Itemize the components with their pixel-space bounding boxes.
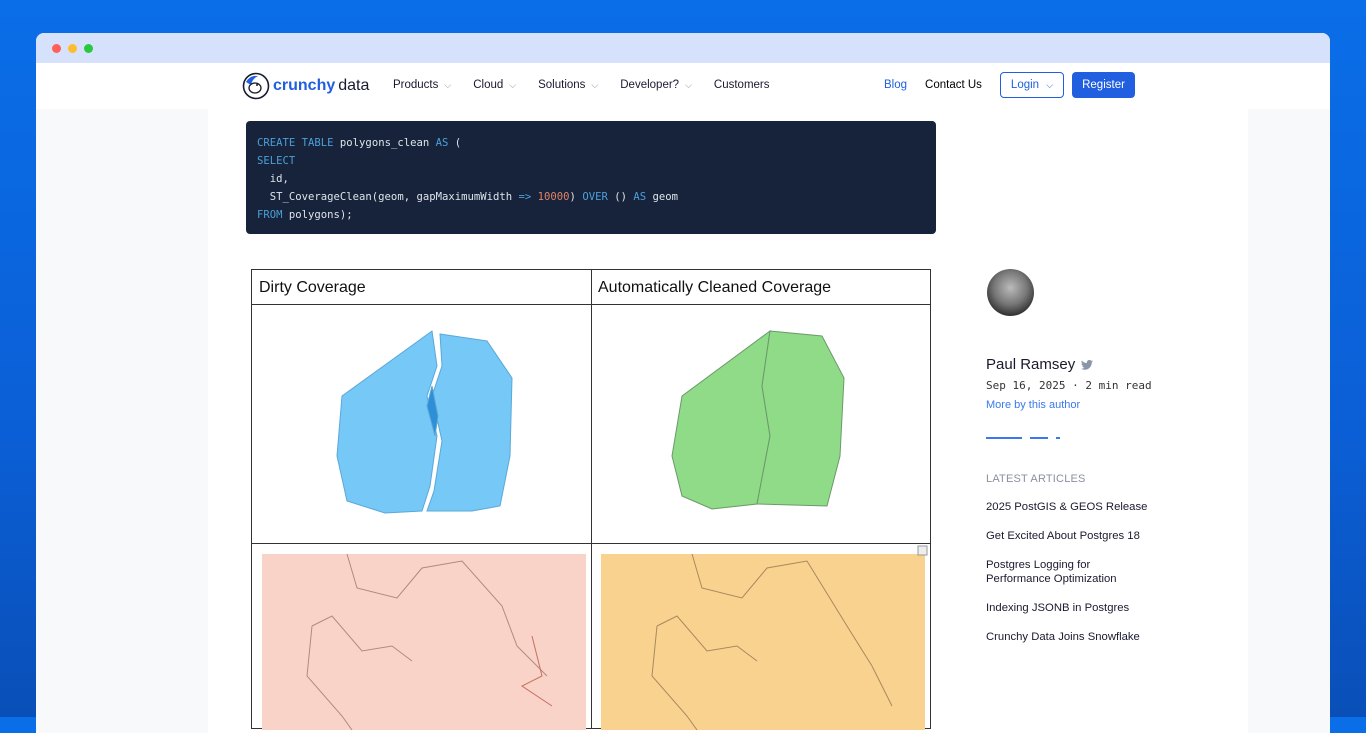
- dirty-polygons: [336, 330, 513, 514]
- code-token: polygons_clean: [333, 137, 436, 149]
- code-token: 10000: [537, 191, 570, 203]
- code-token: polygons);: [282, 209, 353, 221]
- dirty-coverage-title: Dirty Coverage: [252, 270, 591, 305]
- code-line: SELECT: [257, 152, 925, 170]
- chevron-down-icon: ⌵: [444, 80, 452, 90]
- article-link[interactable]: Indexing JSONB in Postgres: [986, 602, 1130, 614]
- clean-polygons: [671, 329, 845, 510]
- chevron-down-icon: ⌵: [1046, 80, 1054, 90]
- article-link[interactable]: Crunchy Data Joins Snowflake: [986, 631, 1140, 643]
- coverage-maps-image: [262, 329, 928, 730]
- code-token: geom: [646, 191, 678, 203]
- nav-label: Developer?: [620, 79, 680, 91]
- nav-label: Products: [393, 79, 439, 91]
- minimize-window-button[interactable]: [68, 43, 77, 53]
- nav-cloud[interactable]: Cloud ⌵: [473, 79, 516, 91]
- logo-text-crunchy: crunchy: [273, 77, 336, 94]
- code-line: FROM polygons);: [257, 206, 925, 224]
- window-chrome: [36, 33, 1330, 63]
- chevron-down-icon: ⌵: [509, 80, 517, 90]
- code-token: id,: [257, 173, 289, 185]
- login-button[interactable]: Login ⌵: [999, 72, 1065, 98]
- login-label: Login: [1010, 79, 1040, 91]
- nav-developer[interactable]: Developer? ⌵: [620, 79, 692, 91]
- article-link[interactable]: 2025 PostGIS & GEOS Release: [986, 501, 1148, 513]
- nav-customers[interactable]: Customers: [713, 79, 770, 91]
- nav-label: Cloud: [473, 79, 504, 91]
- nav-label: Solutions: [538, 79, 586, 91]
- code-line: CREATE TABLE polygons_clean AS (: [257, 134, 925, 152]
- latest-articles-heading: LATEST ARTICLES: [986, 473, 1086, 485]
- register-button[interactable]: Register: [1072, 72, 1135, 98]
- nav-products[interactable]: Products ⌵: [393, 79, 451, 91]
- code-token: CREATE TABLE: [257, 137, 334, 149]
- code-token: AS: [435, 137, 449, 149]
- dirty-map: [262, 553, 586, 730]
- article-content: CREATE TABLE polygons_clean AS ( SELECT i…: [208, 109, 1248, 733]
- chevron-down-icon: ⌵: [685, 80, 692, 90]
- article-link[interactable]: Postgres Logging for Performance Optimiz…: [986, 559, 1117, 585]
- maximize-window-button[interactable]: [84, 43, 93, 53]
- crunchy-data-logo[interactable]: crunchy data: [242, 72, 369, 100]
- code-token: ST_CoverageClean(geom, gapMaximumWidth: [257, 191, 519, 203]
- code-token: FROM: [257, 209, 283, 221]
- coverage-comparison-figure: Dirty Coverage Automatically Cleaned Cov…: [251, 269, 931, 730]
- divider: [591, 270, 592, 728]
- author-sidebar: Paul Ramsey Sep 16, 2025 · 2 min read Mo…: [986, 269, 1186, 644]
- code-block: CREATE TABLE polygons_clean AS ( SELECT i…: [246, 121, 936, 234]
- author-avatar[interactable]: [987, 269, 1034, 316]
- code-token: AS: [633, 191, 647, 203]
- close-window-button[interactable]: [52, 43, 61, 53]
- code-token: OVER: [582, 191, 608, 203]
- image-menu-button[interactable]: [917, 545, 928, 556]
- twitter-icon[interactable]: [1081, 359, 1094, 370]
- code-token: =>: [518, 191, 532, 203]
- divider: [252, 543, 930, 544]
- logo-text-data: data: [338, 77, 370, 94]
- browser-window: crunchy data Products ⌵ Cloud ⌵ Solutions ⌵ …: [36, 33, 1330, 733]
- more-by-author-link[interactable]: More by this author: [986, 399, 1081, 411]
- top-navigation: crunchy data Products ⌵ Cloud ⌵ Solutions ⌵ …: [36, 63, 1330, 109]
- chevron-down-icon: ⌵: [591, 80, 599, 90]
- nav-blog[interactable]: Blog: [884, 79, 908, 91]
- author-name[interactable]: Paul Ramsey: [986, 356, 1076, 373]
- code-line: id,: [257, 170, 925, 188]
- nav-contact[interactable]: Contact Us: [925, 79, 982, 91]
- post-meta: Sep 16, 2025 · 2 min read: [986, 379, 1152, 392]
- code-line: ST_CoverageClean(geom, gapMaximumWidth =…: [257, 188, 925, 206]
- share-bars: [986, 437, 1186, 439]
- code-token: SELECT: [257, 155, 296, 167]
- clean-map: [601, 553, 925, 730]
- elephant-logo-icon: [242, 72, 270, 100]
- article-link[interactable]: Get Excited About Postgres 18: [986, 530, 1140, 542]
- nav-solutions[interactable]: Solutions ⌵: [538, 79, 598, 91]
- cleaned-coverage-title: Automatically Cleaned Coverage: [591, 270, 930, 305]
- code-token: (: [448, 137, 462, 149]
- code-token: (): [607, 191, 634, 203]
- code-token: ): [569, 191, 583, 203]
